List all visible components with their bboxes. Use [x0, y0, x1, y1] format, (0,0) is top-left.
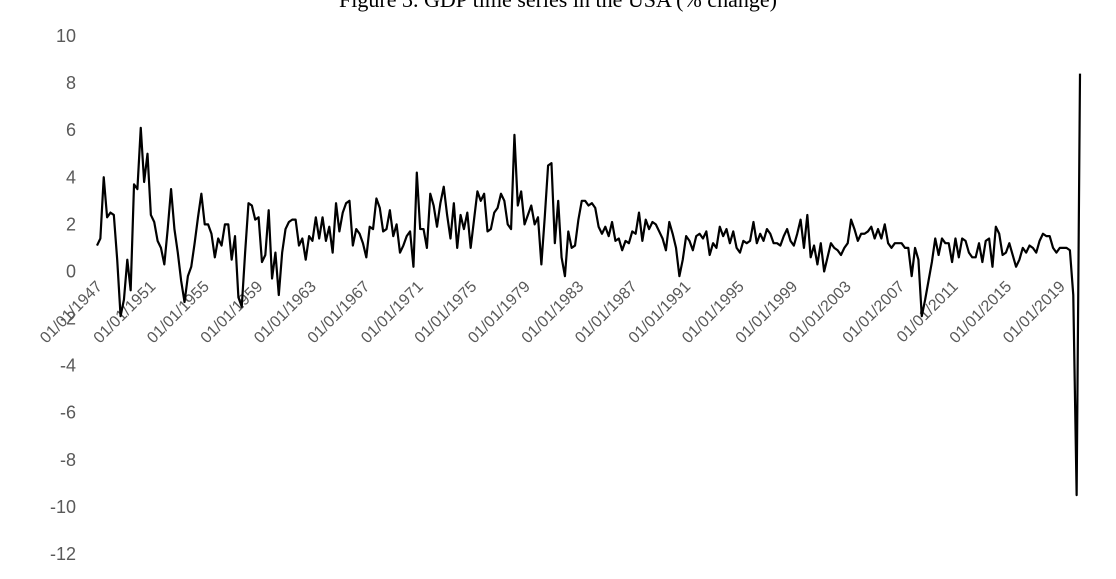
y-tick-label: -6	[60, 403, 76, 423]
series-line	[96, 73, 1082, 497]
y-tick-label: 4	[66, 167, 76, 187]
x-axis: 01/01/194701/01/195101/01/195501/01/1959…	[37, 278, 1069, 347]
y-tick-label: -2	[60, 309, 76, 329]
y-tick-label: 10	[56, 26, 76, 46]
chart-title: Figure 3. GDP time series in the USA (% …	[0, 0, 1116, 13]
y-axis: 10 8 6 4 2 0 -2 -4 -6 -8 -10 -12	[50, 26, 76, 564]
y-tick-label: 6	[66, 120, 76, 140]
series-layer	[96, 73, 1082, 497]
y-tick-label: 0	[66, 261, 76, 281]
y-tick-label: -8	[60, 450, 76, 470]
y-tick-label: 8	[66, 73, 76, 93]
y-tick-label: -10	[50, 497, 76, 517]
y-tick-label: -12	[50, 544, 76, 564]
y-tick-label: 2	[66, 214, 76, 234]
y-tick-label: -4	[60, 356, 76, 376]
